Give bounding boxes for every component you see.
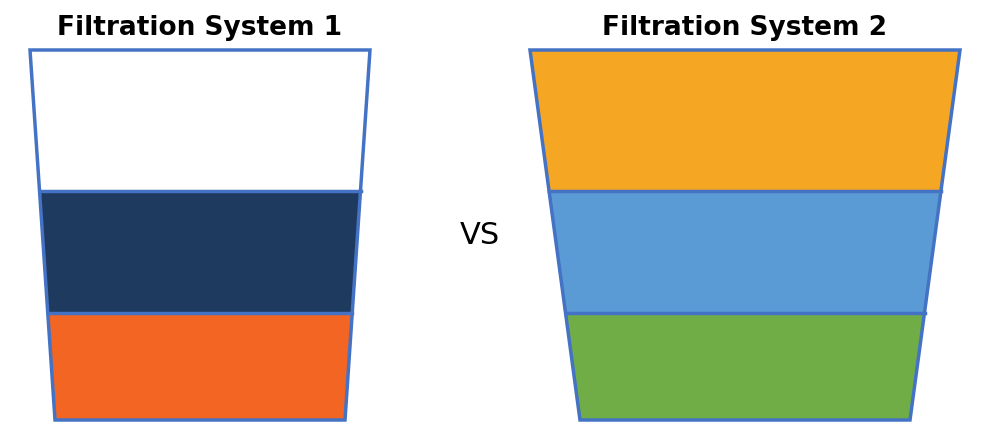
Polygon shape — [566, 313, 924, 420]
Polygon shape — [30, 50, 370, 191]
Polygon shape — [48, 313, 353, 420]
Polygon shape — [530, 50, 960, 191]
Text: Filtration System 1: Filtration System 1 — [58, 15, 343, 41]
Polygon shape — [549, 191, 941, 313]
Text: VS: VS — [460, 220, 500, 249]
Text: Filtration System 2: Filtration System 2 — [603, 15, 887, 41]
Polygon shape — [40, 191, 361, 313]
